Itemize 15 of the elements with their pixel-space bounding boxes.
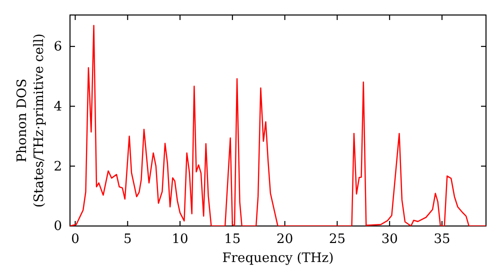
y-tick-label: 2	[54, 159, 62, 174]
x-tick-label: 10	[172, 232, 188, 248]
x-tick-label: 30	[381, 232, 398, 248]
x-tick-label: 25	[328, 232, 346, 248]
x-tick-label: 15	[224, 232, 241, 248]
y-tick-label: 6	[54, 40, 62, 55]
x-axis-title: Frequency (THz)	[222, 251, 334, 266]
line-series	[70, 24, 486, 226]
y-tick-label: 0	[54, 219, 62, 234]
y-tick-label: 4	[54, 99, 62, 114]
y-axis-title: Phonon DOS (States/THz·primitive cell)	[15, 33, 47, 208]
x-tick-label: 0	[71, 232, 80, 248]
x-tick-label: 35	[434, 232, 450, 248]
x-tick-label: 5	[123, 232, 132, 248]
x-tick-label: 20	[276, 232, 294, 248]
